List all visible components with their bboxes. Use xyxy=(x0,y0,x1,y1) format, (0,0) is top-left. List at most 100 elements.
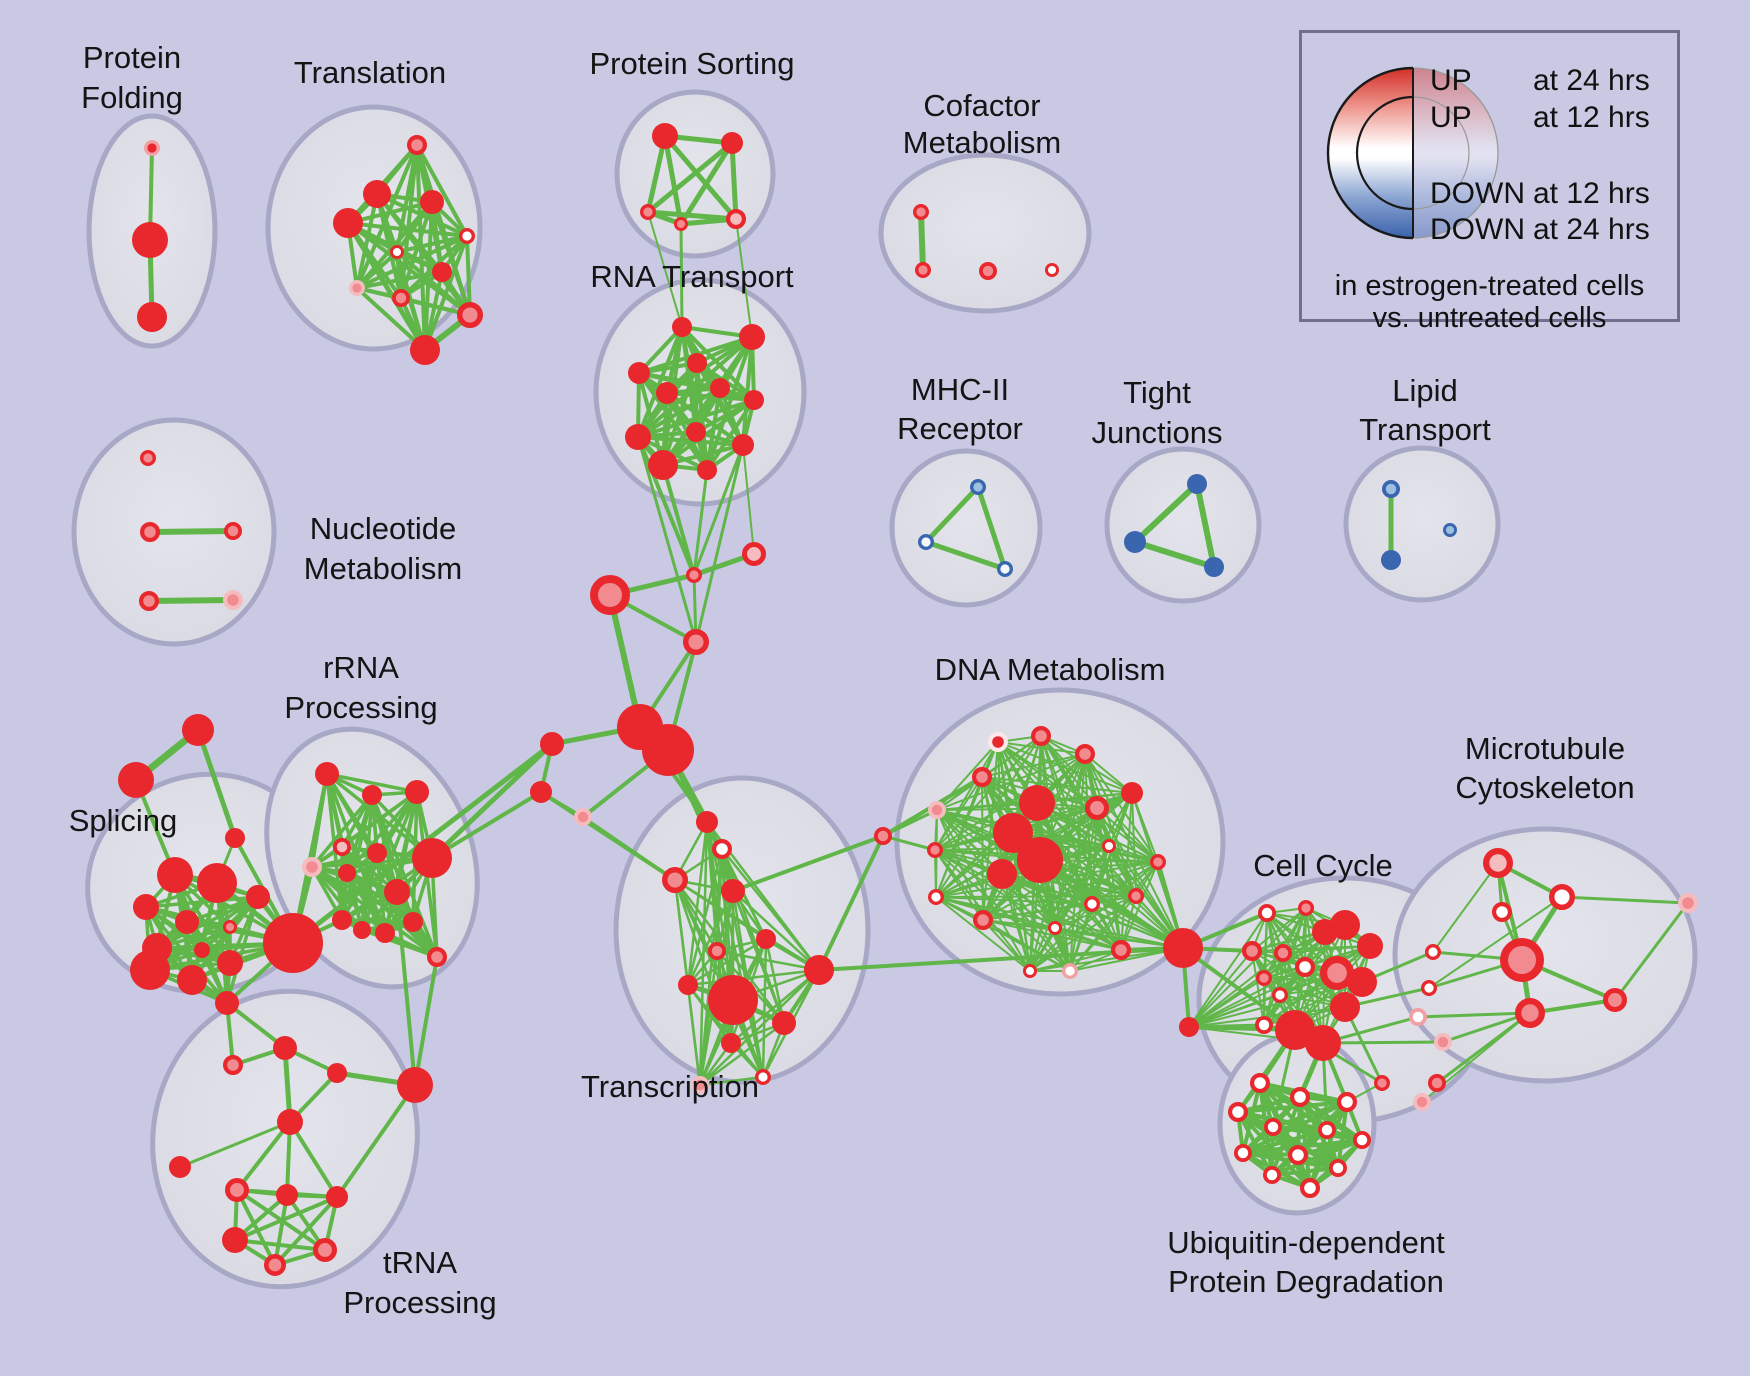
node-mt6 xyxy=(1603,988,1628,1013)
node-cc2 xyxy=(1298,899,1315,916)
node-dn22 xyxy=(1110,939,1131,960)
node-dn17 xyxy=(927,888,944,905)
node-rt10 xyxy=(732,434,754,456)
node-cm5 xyxy=(1428,1074,1447,1093)
node-tx6 xyxy=(708,942,727,961)
node-g1 xyxy=(263,913,323,973)
node-rt7 xyxy=(744,390,764,410)
edge xyxy=(1416,1011,1532,1019)
node-tn9 xyxy=(326,1186,348,1208)
legend-label-up-24: UP xyxy=(1430,64,1472,97)
node-sp4 xyxy=(175,910,199,934)
node-ub7 xyxy=(1353,1131,1372,1150)
cluster-ellipse-microtubule-cytoskeleton xyxy=(1392,826,1698,1084)
node-cc12 xyxy=(1272,986,1289,1003)
edge xyxy=(662,133,739,222)
cluster-label: Protein Sorting xyxy=(589,46,794,81)
edge xyxy=(636,435,745,447)
edge xyxy=(233,1238,327,1252)
node-rt1 xyxy=(672,317,692,337)
nodes xyxy=(118,123,1698,1277)
node-mt2 xyxy=(1548,883,1575,910)
node-tx7 xyxy=(678,975,698,995)
edge xyxy=(761,937,768,1079)
node-ps2 xyxy=(721,132,743,154)
node-dn15 xyxy=(1128,887,1145,904)
edge xyxy=(273,1195,339,1267)
node-mh1 xyxy=(969,478,986,495)
node-rr11 xyxy=(353,921,371,939)
node-ub3 xyxy=(1336,1091,1357,1112)
edge xyxy=(1241,1128,1329,1155)
edge xyxy=(1188,907,1307,1028)
node-tr10 xyxy=(457,302,484,329)
node-dn23 xyxy=(1163,928,1203,968)
node-dn5 xyxy=(928,801,947,820)
edge xyxy=(720,847,821,972)
edge xyxy=(1029,861,1159,972)
edge xyxy=(413,955,439,1087)
edge xyxy=(881,808,939,838)
cluster-labels: Protein Folding Translation Protein Sorting… xyxy=(69,40,1635,1320)
edge xyxy=(1251,907,1307,952)
edge xyxy=(735,218,753,338)
edge xyxy=(694,443,745,644)
node-ps5 xyxy=(725,209,746,230)
edge xyxy=(340,918,415,924)
edge xyxy=(310,793,374,869)
cluster-ellipse-tight-junctions xyxy=(1104,446,1262,604)
node-ub9 xyxy=(1287,1144,1308,1165)
legend-outer-ring-faded xyxy=(1412,67,1499,239)
cluster-label: Lipid Transport xyxy=(1359,373,1491,447)
node-cc15 xyxy=(1275,1010,1315,1050)
edge xyxy=(679,222,684,329)
node-cc1 xyxy=(1258,904,1277,923)
node-rr4 xyxy=(333,838,352,857)
legend-faded-half xyxy=(1413,68,1498,238)
node-cc17 xyxy=(1179,1017,1199,1037)
node-ub10 xyxy=(1329,1159,1348,1178)
node-tj1 xyxy=(1187,474,1207,494)
node-rt3 xyxy=(687,353,707,373)
edge xyxy=(415,143,469,238)
node-lp1 xyxy=(1382,480,1401,499)
node-tx9 xyxy=(708,975,758,1025)
node-sp11 xyxy=(217,950,243,976)
node-tn4 xyxy=(397,1067,433,1103)
edge xyxy=(355,286,427,352)
node-sp8 xyxy=(246,885,270,909)
node-sp5 xyxy=(223,919,238,934)
edge xyxy=(1251,950,1265,1026)
edge xyxy=(395,890,417,1087)
node-tr9 xyxy=(392,289,411,308)
node-tr7 xyxy=(432,262,452,282)
edge xyxy=(1054,927,1122,951)
edge xyxy=(934,849,1056,929)
node-rr9 xyxy=(412,838,452,878)
node-hub2 xyxy=(642,724,694,776)
cluster-ellipse-lipid-transport xyxy=(1343,445,1501,603)
legend-time-down-12: at 12 hrs xyxy=(1533,177,1650,210)
legend-inner-ring-12h xyxy=(1355,95,1414,211)
cluster-label: Tight Junctions xyxy=(1092,375,1223,450)
edge xyxy=(1108,845,1137,897)
node-cc11 xyxy=(1256,969,1273,986)
edge xyxy=(637,371,709,472)
node-tx11 xyxy=(721,1033,741,1053)
node-dn14 xyxy=(1150,853,1167,870)
node-tx1 xyxy=(696,811,718,833)
node-pf2 xyxy=(132,222,168,258)
node-dn6 xyxy=(1121,782,1143,804)
edge xyxy=(1428,896,1563,989)
legend: UP at 24 hrs UP at 12 hrs DOWN at 12 hrs… xyxy=(1299,30,1680,333)
edge xyxy=(698,949,719,1087)
edge xyxy=(698,968,821,1087)
edge xyxy=(1321,1040,1445,1045)
node-rr6 xyxy=(367,843,387,863)
node-ub4 xyxy=(1227,1101,1248,1122)
legend-label-down-24: DOWN xyxy=(1430,213,1525,246)
edge xyxy=(680,325,756,402)
node-cf4 xyxy=(1044,263,1059,278)
node-rt2 xyxy=(739,324,765,350)
node-cw1 xyxy=(540,732,564,756)
